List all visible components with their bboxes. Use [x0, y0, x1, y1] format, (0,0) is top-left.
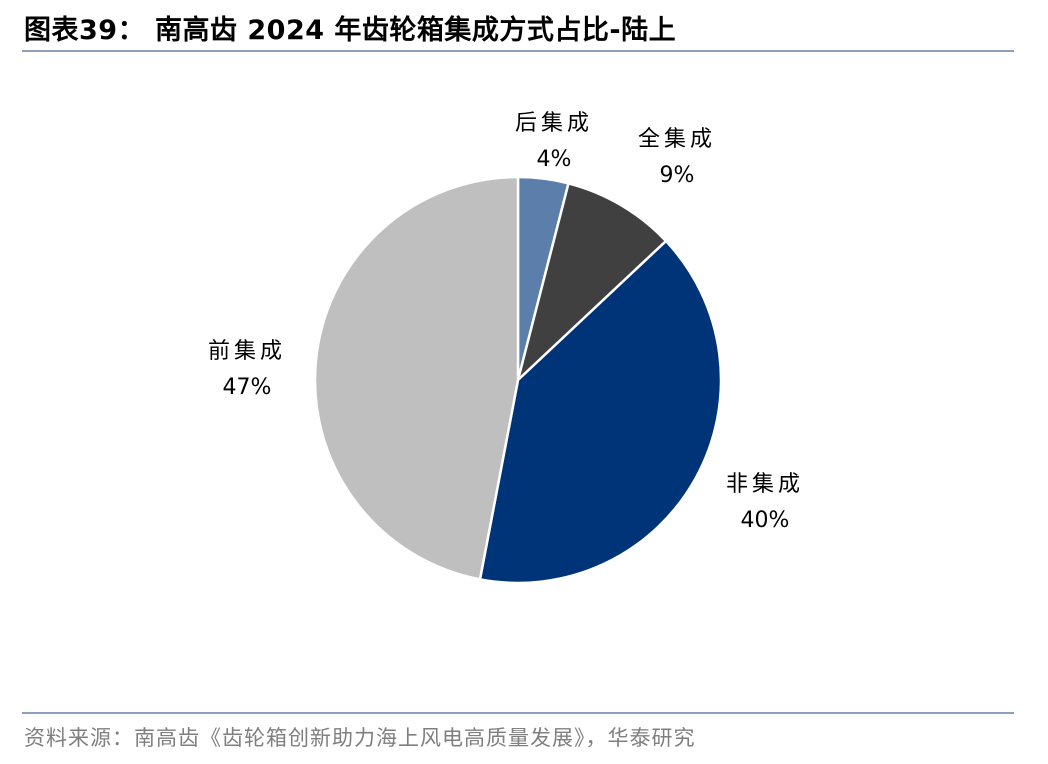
slice-category-label: 全集成 [638, 127, 716, 152]
slice-category-label: 非集成 [726, 472, 804, 497]
pie-slice-3 [478, 239, 723, 585]
pie-slice-2 [516, 182, 668, 382]
slice-percent-label: 4% [537, 147, 572, 172]
slice-category-label: 后集成 [515, 111, 593, 136]
slice-percent-label: 40% [741, 508, 790, 533]
title-rule [22, 50, 1014, 52]
slice-percent-label: 9% [660, 163, 695, 188]
pie-slice-4 [313, 175, 520, 581]
source-note: 资料来源：南高齿《齿轮箱创新助力海上风电高质量发展》，华泰研究 [24, 726, 696, 750]
slice-percent-label: 47% [223, 375, 272, 400]
figure-title: 图表39： 南高齿 2024 年齿轮箱集成方式占比-陆上 [24, 15, 677, 46]
pie-slices [313, 175, 723, 585]
pie-labels: 后集成 4% 全集成 9% 非集成 40% 前集成 47% [208, 111, 804, 533]
slice-category-label: 前集成 [208, 339, 286, 364]
footer-rule [22, 712, 1014, 714]
